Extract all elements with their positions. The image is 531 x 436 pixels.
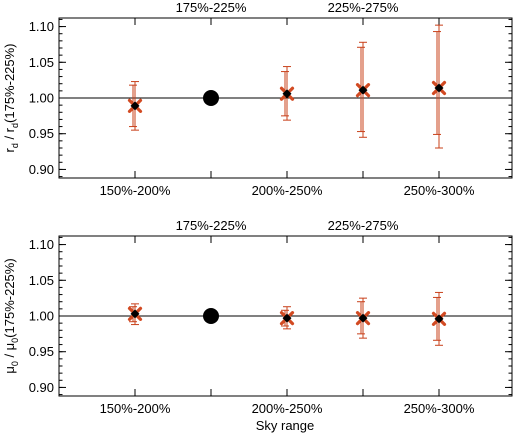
y-tick-label: 0.90 — [29, 162, 54, 177]
data-point-diamond — [130, 101, 140, 111]
y-tick-label: 0.95 — [29, 344, 54, 359]
top-category-label: 175%-225% — [176, 218, 247, 233]
y-tick-label: 1.05 — [29, 55, 54, 70]
y-axis-label: μ0 / μ0(175%-225%) — [2, 258, 20, 373]
bottom-category-label: 150%-200% — [100, 183, 171, 198]
y-axis-label: rd / rd(175%-225%) — [2, 43, 20, 152]
y-tick-label: 0.95 — [29, 126, 54, 141]
data-point-group — [431, 24, 447, 149]
top-category-label: 225%-275% — [328, 0, 399, 15]
data-point-group — [355, 297, 371, 339]
y-tick-label: 1.10 — [29, 237, 54, 252]
bottom-category-label: 250%-300% — [404, 401, 475, 416]
y-tick-label: 1.00 — [29, 309, 54, 324]
y-tick-label: 1.05 — [29, 273, 54, 288]
data-point-group — [127, 81, 143, 131]
data-point-diamond — [282, 89, 292, 99]
svg-text:rd / rd(175%-225%): rd / rd(175%-225%) — [2, 43, 20, 152]
bottom-category-label: 150%-200% — [100, 401, 171, 416]
x-axis-label: Sky range — [256, 418, 315, 433]
data-point-diamond — [130, 309, 140, 319]
bottom-category-label: 200%-250% — [252, 401, 323, 416]
reference-point — [203, 308, 219, 324]
top-category-label: 225%-275% — [328, 218, 399, 233]
reference-point — [203, 90, 219, 106]
data-point-diamond — [358, 85, 368, 95]
data-point-diamond — [358, 313, 368, 323]
bottom-category-label: 250%-300% — [404, 183, 475, 198]
top-category-label: 175%-225% — [176, 0, 247, 15]
y-tick-label: 1.00 — [29, 91, 54, 106]
y-tick-label: 0.90 — [29, 380, 54, 395]
data-point-group — [355, 41, 371, 138]
data-point-group — [279, 306, 295, 330]
svg-text:μ0 / μ0(175%-225%): μ0 / μ0(175%-225%) — [2, 258, 20, 373]
data-point-group — [127, 303, 143, 326]
panel-mu0-ratio: μ0 / μ0(175%-225%) 0.900.951.001.051.10 … — [2, 218, 513, 433]
data-point-diamond — [434, 314, 444, 324]
data-point-diamond — [434, 83, 444, 93]
data-point-group — [431, 291, 447, 346]
panel-rd-ratio: rd / rd(175%-225%) 0.900.951.001.051.10 … — [2, 0, 513, 198]
bottom-category-label: 200%-250% — [252, 183, 323, 198]
data-point-diamond — [282, 313, 292, 323]
data-point-group — [279, 66, 295, 121]
y-tick-label: 1.10 — [29, 19, 54, 34]
